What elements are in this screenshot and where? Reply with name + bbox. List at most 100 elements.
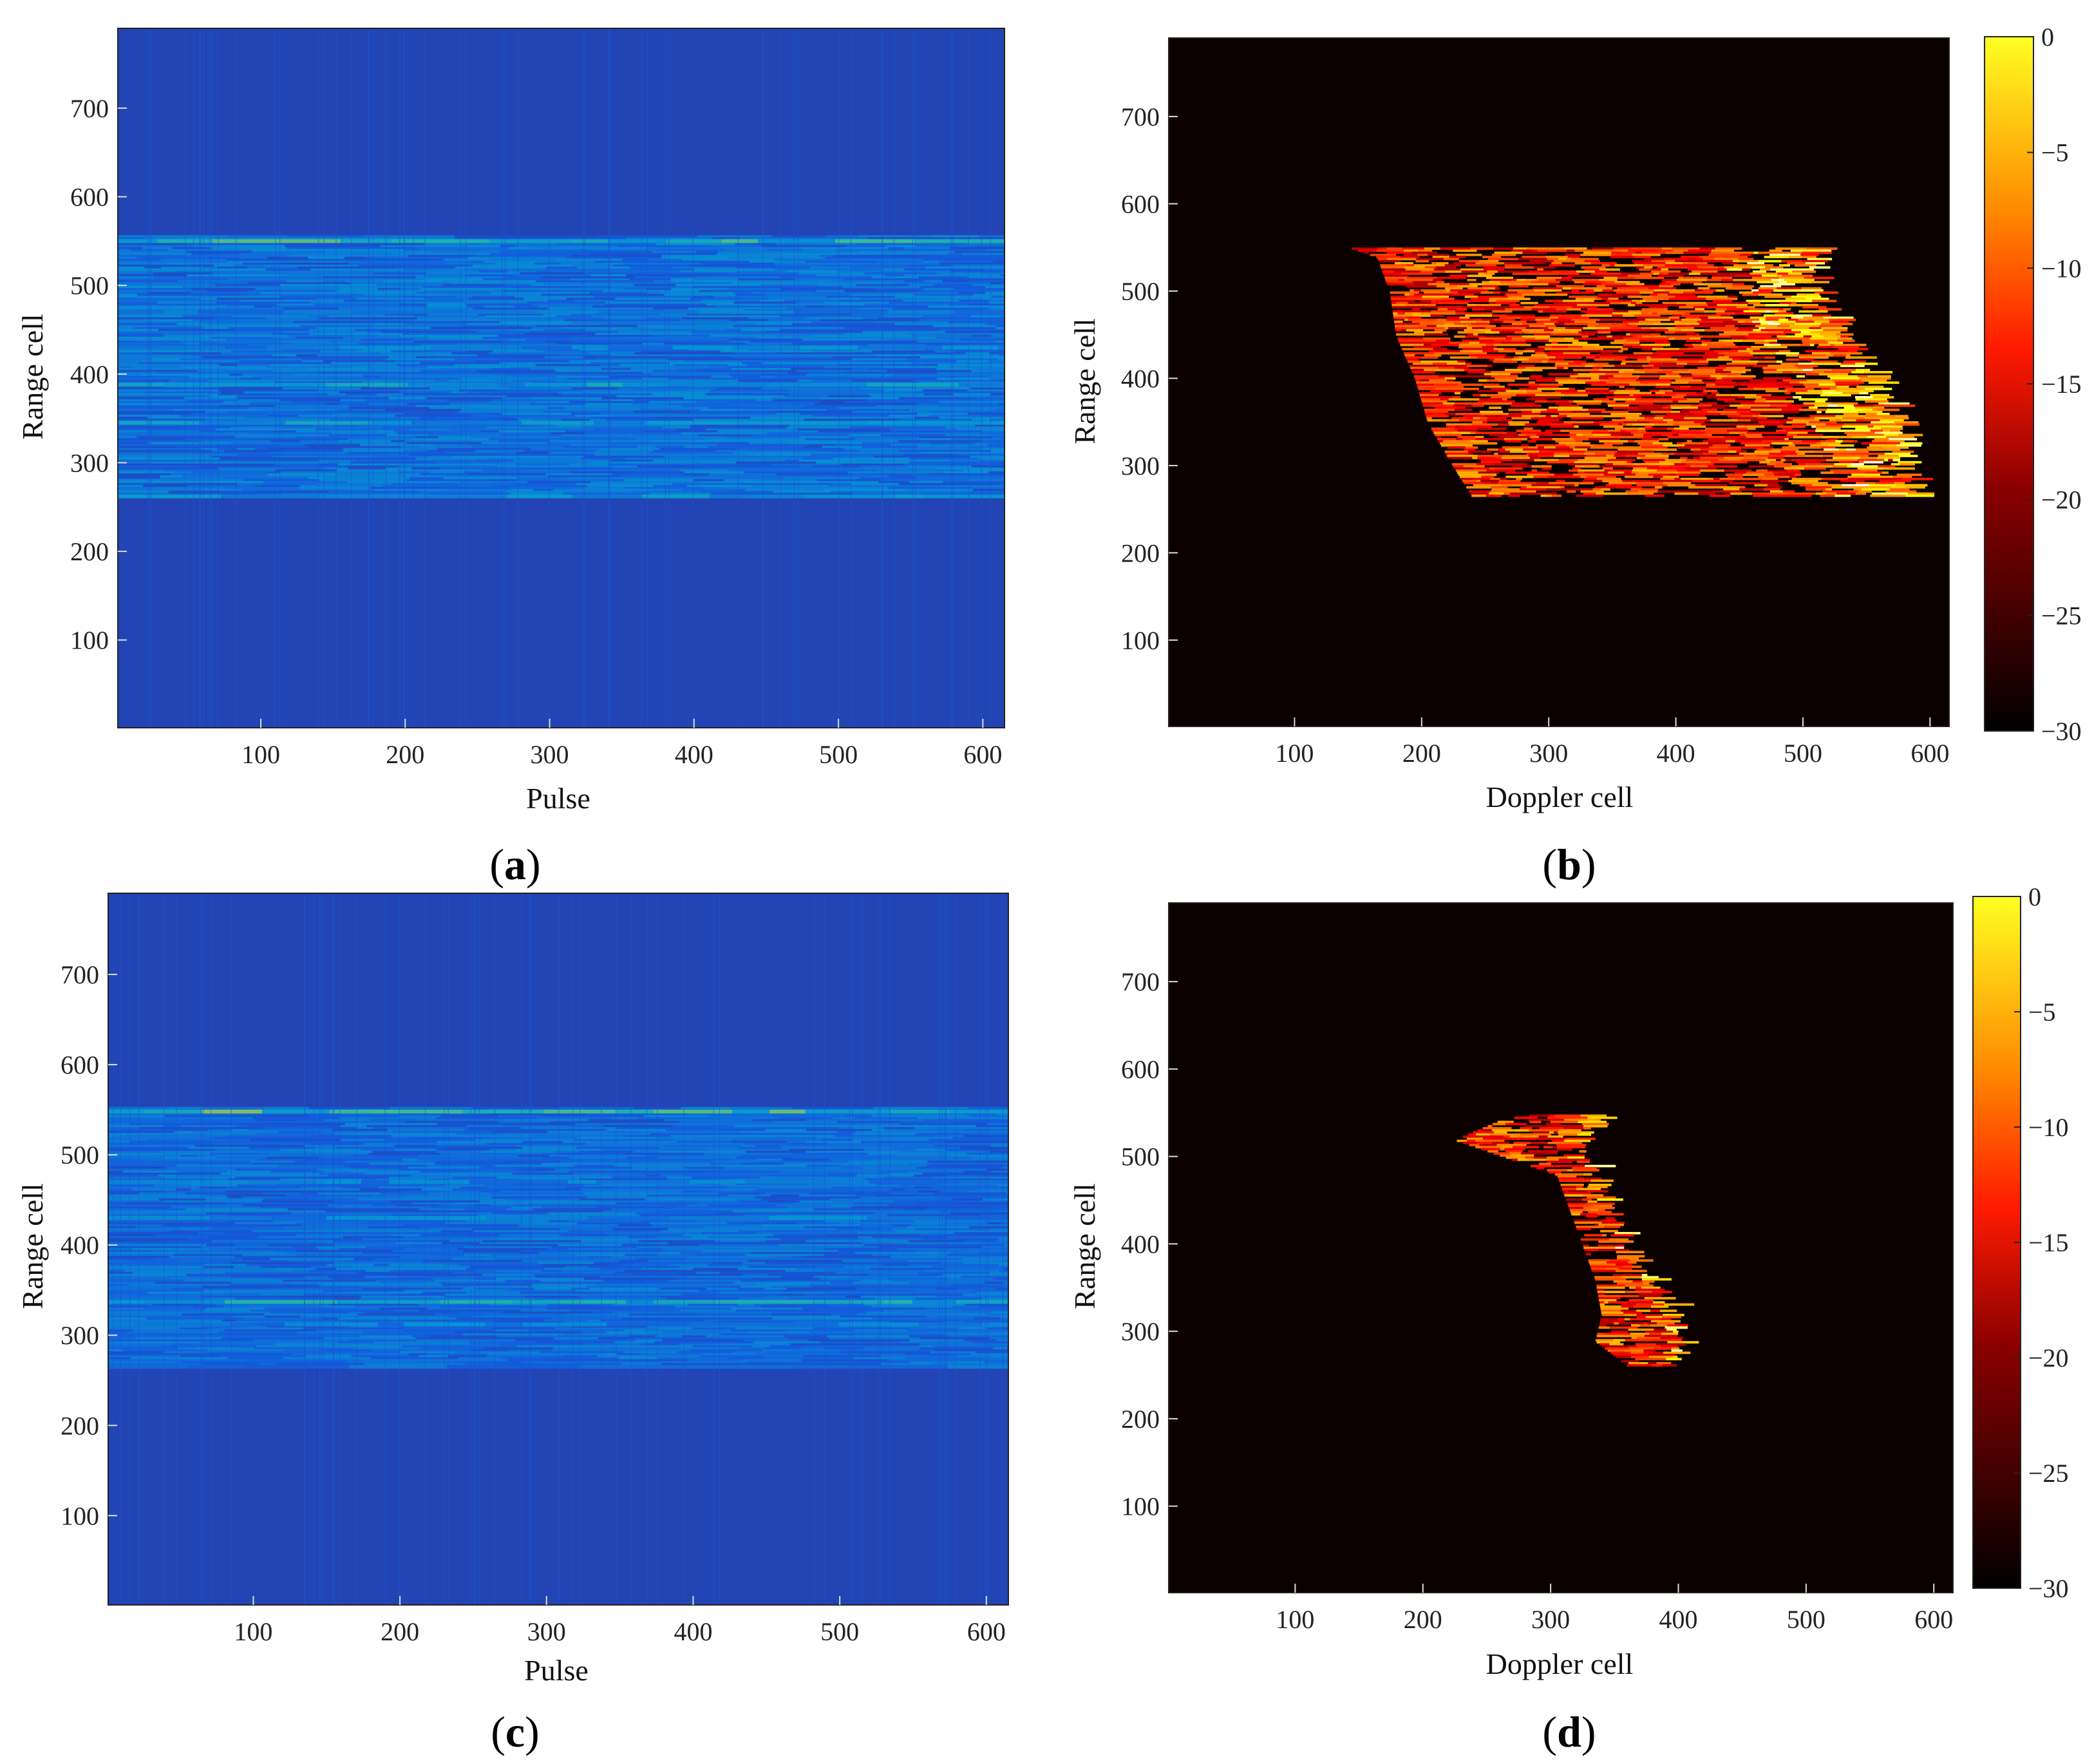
- clutter-streak: [833, 254, 930, 257]
- clutter-streak: [196, 1347, 239, 1350]
- doppler-cell: [1843, 423, 1868, 426]
- clutter-streak: [693, 479, 724, 482]
- clutter-streak: [632, 268, 695, 270]
- clutter-streak: [157, 301, 216, 304]
- doppler-cell: [1769, 253, 1801, 256]
- doppler-cell: [1894, 415, 1909, 418]
- doppler-cell: [1685, 490, 1712, 493]
- doppler-cell: [1574, 438, 1589, 441]
- clutter-streak: [337, 1341, 374, 1343]
- doppler-cell: [1613, 323, 1629, 325]
- clutter-streak: [181, 340, 282, 343]
- clutter-streak: [355, 283, 377, 287]
- clutter-streak: [118, 295, 196, 298]
- clutter-streak: [770, 397, 822, 399]
- clutter-streak: [743, 1339, 809, 1342]
- doppler-cell: [1840, 335, 1849, 338]
- clutter-streak: [426, 1352, 487, 1356]
- doppler-cell: [1606, 308, 1614, 311]
- doppler-cell: [1791, 316, 1804, 319]
- doppler-cell: [1753, 303, 1766, 307]
- doppler-cell: [1757, 455, 1786, 457]
- doppler-cell: [1559, 413, 1590, 415]
- clutter-streak: [729, 340, 750, 343]
- doppler-cell: [1505, 316, 1521, 319]
- clutter-streak: [860, 387, 953, 390]
- doppler-cell: [1545, 325, 1556, 328]
- doppler-cell: [1803, 316, 1824, 319]
- doppler-cell: [1580, 490, 1604, 493]
- doppler-cell: [1688, 486, 1720, 489]
- clutter-streak: [343, 258, 444, 261]
- clutter-streak: [444, 486, 509, 489]
- doppler-cell: [1654, 289, 1665, 292]
- clutter-streak: [171, 473, 267, 475]
- clutter-streak: [359, 424, 454, 427]
- clutter-streak: [402, 1345, 467, 1347]
- clutter-streak: [427, 450, 475, 452]
- doppler-cell: [1763, 488, 1780, 491]
- doppler-cell: [1699, 402, 1718, 405]
- y-tick-label: 500: [70, 271, 109, 300]
- clutter-streak: [536, 270, 552, 273]
- doppler-cell: [1695, 308, 1704, 311]
- doppler-cell: [1547, 475, 1563, 479]
- doppler-cell: [1680, 457, 1688, 460]
- doppler-cell: [1531, 354, 1547, 357]
- clutter-streak: [366, 330, 381, 333]
- clutter-streak: [543, 328, 585, 331]
- clutter-streak: [786, 426, 851, 429]
- clutter-streak: [290, 401, 390, 403]
- clutter-streak: [364, 321, 448, 323]
- clutter-streak: [319, 344, 422, 347]
- doppler-cell: [1684, 417, 1707, 420]
- y-tick-label: 100: [70, 626, 109, 655]
- clutter-streak: [400, 287, 421, 290]
- doppler-cell: [1581, 287, 1612, 290]
- doppler-cell: [1455, 427, 1478, 430]
- clutter-streak: [853, 262, 940, 265]
- doppler-cell: [1430, 343, 1459, 346]
- clutter-streak: [982, 439, 1005, 442]
- clutter-streak: [762, 1349, 794, 1352]
- doppler-cell: [1657, 249, 1673, 252]
- clutter-streak: [776, 412, 800, 415]
- doppler-cell: [1485, 331, 1500, 334]
- clutter-streak: [224, 450, 282, 452]
- doppler-cell: [1461, 477, 1472, 480]
- doppler-cell: [1551, 333, 1582, 336]
- clutter-streak: [969, 303, 991, 306]
- doppler-cell: [1829, 318, 1856, 321]
- doppler-cell: [1820, 442, 1841, 445]
- doppler-cell: [1618, 371, 1625, 374]
- doppler-cell: [1572, 341, 1588, 345]
- doppler-cell: [1433, 432, 1451, 435]
- clutter-streak: [683, 389, 711, 392]
- clutter-streak: [346, 1361, 420, 1363]
- doppler-cell: [1764, 295, 1791, 298]
- clutter-streak: [775, 375, 847, 378]
- clutter-streak: [137, 256, 210, 259]
- clutter-streak: [505, 344, 605, 347]
- doppler-cell: [1455, 408, 1473, 412]
- clutter-streak: [377, 393, 404, 395]
- doppler-cell: [1830, 377, 1860, 380]
- doppler-cell: [1399, 276, 1408, 280]
- doppler-cell: [1819, 333, 1837, 336]
- doppler-cell: [1530, 435, 1540, 439]
- clutter-streak: [755, 448, 844, 450]
- doppler-cell: [1758, 421, 1780, 424]
- doppler-cell: [1457, 285, 1462, 288]
- clutter-streak: [852, 379, 914, 382]
- doppler-cell: [1599, 377, 1608, 380]
- doppler-cell: [1703, 289, 1716, 292]
- clutter-streak: [835, 303, 865, 306]
- doppler-cell: [1726, 430, 1749, 432]
- clutter-streak: [928, 305, 1005, 308]
- doppler-cell: [1760, 419, 1793, 422]
- clutter-streak: [520, 1361, 574, 1363]
- clutter-streak: [421, 446, 473, 448]
- doppler-cell: [1782, 268, 1814, 271]
- doppler-cell: [1836, 492, 1856, 495]
- clutter-streak: [202, 361, 244, 365]
